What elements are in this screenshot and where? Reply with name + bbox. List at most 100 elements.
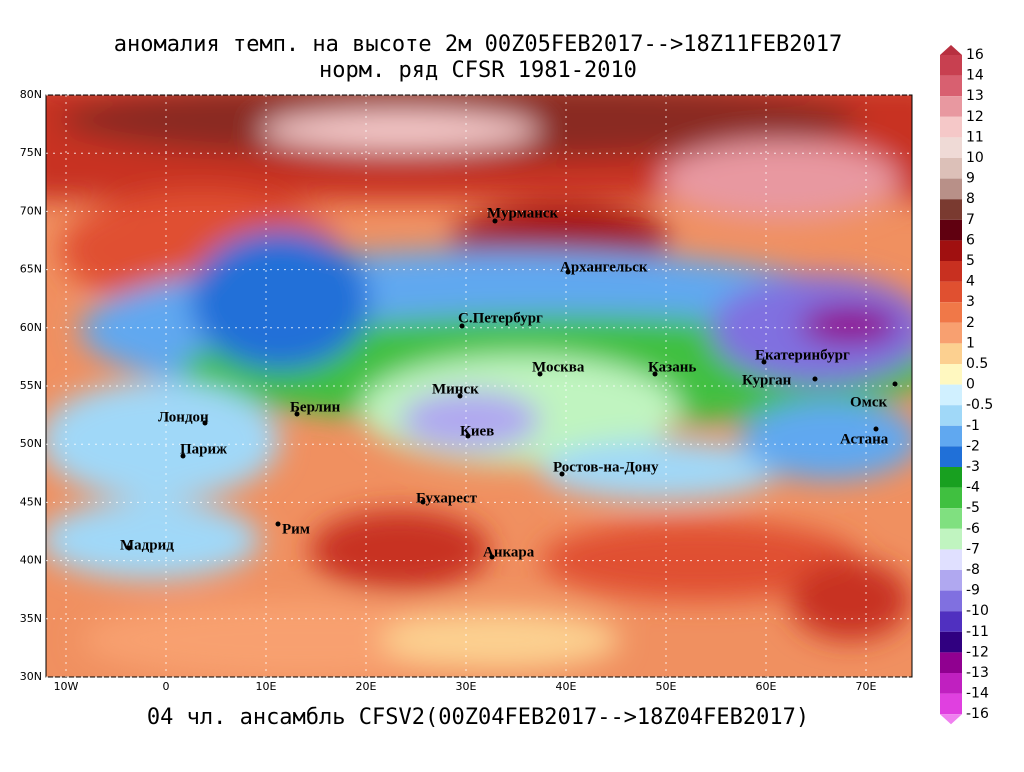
colorbar-box: [940, 549, 962, 570]
city-label: Курган: [742, 372, 792, 388]
colorbar-tip: [940, 45, 962, 55]
colorbar-box: [940, 75, 962, 97]
colorbar-label: 11: [966, 129, 984, 145]
city-dot: [537, 371, 543, 377]
colorbar-box: [940, 116, 962, 138]
colorbar-label: -6: [966, 521, 980, 537]
city-dot: [559, 471, 565, 477]
city-dot: [492, 218, 498, 224]
city-label: Париж: [180, 441, 227, 457]
colorbar-box: [940, 137, 962, 158]
colorbar-box: [940, 590, 962, 612]
colorbar-box: [940, 364, 962, 385]
city-dot: [892, 381, 898, 387]
city-dot: [873, 426, 879, 432]
colorbar-label: 0: [966, 377, 975, 393]
city-label: Екатеринбург: [755, 347, 850, 363]
city-label: Бухарест: [416, 490, 478, 506]
city-label: Москва: [532, 359, 585, 375]
city-dot: [459, 323, 465, 329]
colorbar-box: [940, 508, 962, 529]
colorbar-box: [940, 673, 962, 694]
lat-label: 60N: [20, 321, 42, 334]
city-dot: [126, 545, 132, 551]
lat-label: 45N: [20, 495, 42, 508]
lon-label: 50E: [656, 680, 677, 693]
city-dot: [294, 411, 300, 417]
cities: Мурманск Архангельск С.Петербург Москва Каза…: [120, 205, 898, 560]
colorbar-label: -14: [966, 686, 989, 702]
colorbar-box: [940, 199, 962, 220]
colorbar-box: [940, 467, 962, 488]
colorbar-label: 7: [966, 212, 975, 228]
colorbar-label: -16: [966, 706, 989, 722]
city-dot: [812, 376, 818, 382]
city-label: Лондон: [158, 409, 209, 425]
lat-label: 70N: [20, 204, 42, 217]
colorbar-label: -10: [966, 603, 989, 619]
city-dot: [761, 359, 767, 365]
colorbar-label: 2: [966, 315, 975, 331]
colorbar-label: -9: [966, 583, 980, 599]
colorbar-label: 12: [966, 109, 984, 125]
colorbar-box: [940, 281, 962, 303]
colorbar-label: -3: [966, 459, 980, 475]
colorbar-tip: [940, 714, 962, 725]
city-dot: [457, 393, 463, 399]
lat-label: 65N: [20, 263, 42, 276]
colorbar-label: 6: [966, 232, 975, 248]
colorbar-box: [940, 322, 962, 344]
colorbar-box: [940, 405, 962, 426]
lat-label: 75N: [20, 146, 42, 159]
subtitle: норм. ряд CFSR 1981-2010: [319, 58, 637, 83]
city-label: Ростов-на-Дону: [553, 459, 659, 475]
colorbar-box: [940, 528, 962, 550]
colorbar-label: -13: [966, 665, 989, 681]
lon-label: 20E: [356, 680, 377, 693]
colorbar-box: [940, 343, 962, 364]
colorbar-box: [940, 652, 962, 673]
lat-label: 30N: [20, 670, 42, 683]
lat-label: 35N: [20, 612, 42, 625]
colorbar-box: [940, 302, 962, 323]
city-label: С.Петербург: [458, 310, 543, 326]
city-label: Архангельск: [560, 259, 648, 275]
lon-label: 40E: [556, 680, 577, 693]
colorbar-box: [940, 240, 962, 261]
colorbar-label: -4: [966, 480, 980, 496]
colorbar-box: [940, 261, 962, 282]
colorbar-box: [940, 219, 962, 241]
colorbar-label: -8: [966, 562, 980, 578]
colorbar-label: 13: [966, 88, 984, 104]
colorbar-label: -12: [966, 644, 989, 660]
lon-label: 60E: [756, 680, 777, 693]
colorbar-label: 9: [966, 171, 975, 187]
lat-label: 50N: [20, 437, 42, 450]
colorbar-box: [940, 611, 962, 632]
city-label: Рим: [282, 521, 310, 537]
graticule: 80N 75N 70N 65N 60N 55N 50N 45N 40N 35N 30N 10W 0 10E…: [20, 88, 912, 693]
city-dot: [202, 420, 208, 426]
colorbar-box: [940, 425, 962, 447]
city-label: Минск: [432, 381, 479, 397]
city-label: Мадрид: [120, 537, 174, 553]
lat-label: 80N: [20, 88, 42, 101]
colorbar-label: 8: [966, 191, 975, 207]
city-dot: [420, 499, 426, 505]
colorbar-label: -7: [966, 541, 980, 557]
colorbar-label: -0.5: [966, 397, 993, 413]
colorbar-box: [940, 487, 962, 509]
colorbar-box: [940, 693, 962, 715]
lon-label: 10W: [54, 680, 79, 693]
colorbar-label: -2: [966, 438, 980, 454]
colorbar-label: -11: [966, 624, 989, 640]
city-dot: [489, 554, 495, 560]
city-label: Казань: [648, 359, 696, 375]
lon-label: 10E: [256, 680, 277, 693]
city-label: Анкара: [483, 544, 535, 560]
colorbar-box: [940, 570, 962, 591]
city-label: Омск: [850, 394, 888, 410]
lat-label: 40N: [20, 554, 42, 567]
colorbar-label: -1: [966, 418, 980, 434]
city-label: Киев: [460, 423, 494, 439]
